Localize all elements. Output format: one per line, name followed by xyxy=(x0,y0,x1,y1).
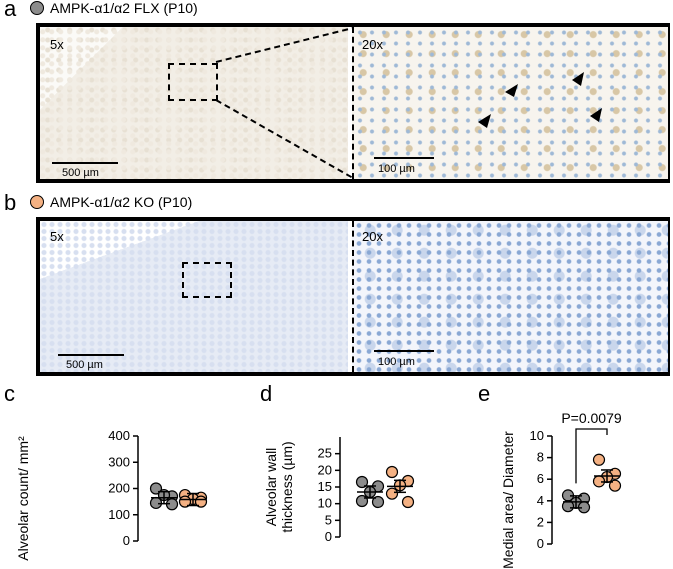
y-tick-label-e: 10 xyxy=(530,428,544,443)
ko-marker-dot xyxy=(30,195,44,209)
y-axis-label-d: Alveolar wall xyxy=(263,448,279,527)
y-tick-label-c: 100 xyxy=(108,507,130,522)
scalebar-label-5x-a: 500 µm xyxy=(62,167,99,179)
micrograph-5x-flx xyxy=(40,27,348,179)
y-tick-label-d: 10 xyxy=(318,496,332,511)
y-tick-label-d: 5 xyxy=(325,512,332,527)
data-point-d-g2 xyxy=(385,487,399,500)
y-tick-label-d: 20 xyxy=(318,462,332,477)
y-tick-label-c: 400 xyxy=(108,428,130,443)
data-point-d-g1 xyxy=(371,495,385,509)
group-title-flx-text: AMPK-α1/α2 FLX (P10) xyxy=(50,0,198,16)
y-tick-label-d: 15 xyxy=(318,479,332,494)
flx-marker-dot xyxy=(30,1,44,15)
data-point-d-g2 xyxy=(401,495,415,509)
micrograph-panel-a: 5x 500 µm 20x 100 µm xyxy=(36,23,670,183)
y-tick-label-e: 6 xyxy=(537,471,544,486)
y-tick-label-e: 8 xyxy=(537,450,544,465)
y-tick-label-c: 300 xyxy=(108,454,130,469)
mag-label-5x-b: 5x xyxy=(50,229,64,244)
y-tick-label-e: 4 xyxy=(537,493,544,508)
scalebar-5x-b xyxy=(58,354,124,356)
zoom-region-b xyxy=(182,262,232,298)
y-axis-label-e: Medial area/ Diameter xyxy=(500,431,516,569)
data-point-d-g2 xyxy=(385,465,399,479)
scalebar-label-20x-b: 100 µm xyxy=(378,356,415,368)
scalebar-label-5x-b: 500 µm xyxy=(66,359,103,371)
panel-letter-b: b xyxy=(4,190,17,215)
y-tick-label-c: 0 xyxy=(123,533,130,548)
micrograph-20x-ko xyxy=(352,221,668,372)
y-tick-label-e: 0 xyxy=(537,536,544,551)
data-point-e-g1 xyxy=(561,500,575,513)
micrograph-20x-flx xyxy=(352,27,668,179)
y-axis-label-c: Alveolar count/ mm² xyxy=(15,436,31,561)
group-title-flx: AMPK-α1/α2 FLX (P10) xyxy=(30,0,198,16)
y-tick-label-d: 0 xyxy=(325,529,332,544)
significance-bracket-e xyxy=(575,428,608,484)
mag-label-5x-a: 5x xyxy=(50,37,64,52)
scalebar-20x-a xyxy=(374,157,434,159)
y-axis-label-line2-d: thickness (µm) xyxy=(279,441,295,532)
panel-letter-a: a xyxy=(4,0,17,21)
scalebar-5x-a xyxy=(52,162,118,164)
group-title-ko: AMPK-α1/α2 KO (P10) xyxy=(30,194,192,210)
panel-letter-e: e xyxy=(478,381,490,406)
zoom-region-a xyxy=(168,63,218,101)
data-point-e-g2 xyxy=(592,453,606,466)
y-tick-label-e: 2 xyxy=(537,514,544,529)
data-point-d-g1 xyxy=(355,494,369,508)
data-point-e-g2 xyxy=(608,479,622,492)
y-tick-label-c: 200 xyxy=(108,481,130,496)
panel-letter-c: c xyxy=(4,381,15,406)
p-value-label-e: P=0.0079 xyxy=(561,410,622,426)
micrograph-panel-b: 5x 500 µm 20x 100 µm xyxy=(36,217,670,376)
scalebar-label-20x-a: 100 µm xyxy=(378,163,415,175)
mag-label-20x-b: 20x xyxy=(362,229,383,244)
scalebar-20x-b xyxy=(374,350,434,352)
data-point-d-g1 xyxy=(355,475,369,489)
panel-letter-d: d xyxy=(260,381,272,406)
mag-label-20x-a: 20x xyxy=(362,37,383,52)
y-tick-label-d: 25 xyxy=(318,446,332,461)
group-title-ko-text: AMPK-α1/α2 KO (P10) xyxy=(50,194,193,210)
